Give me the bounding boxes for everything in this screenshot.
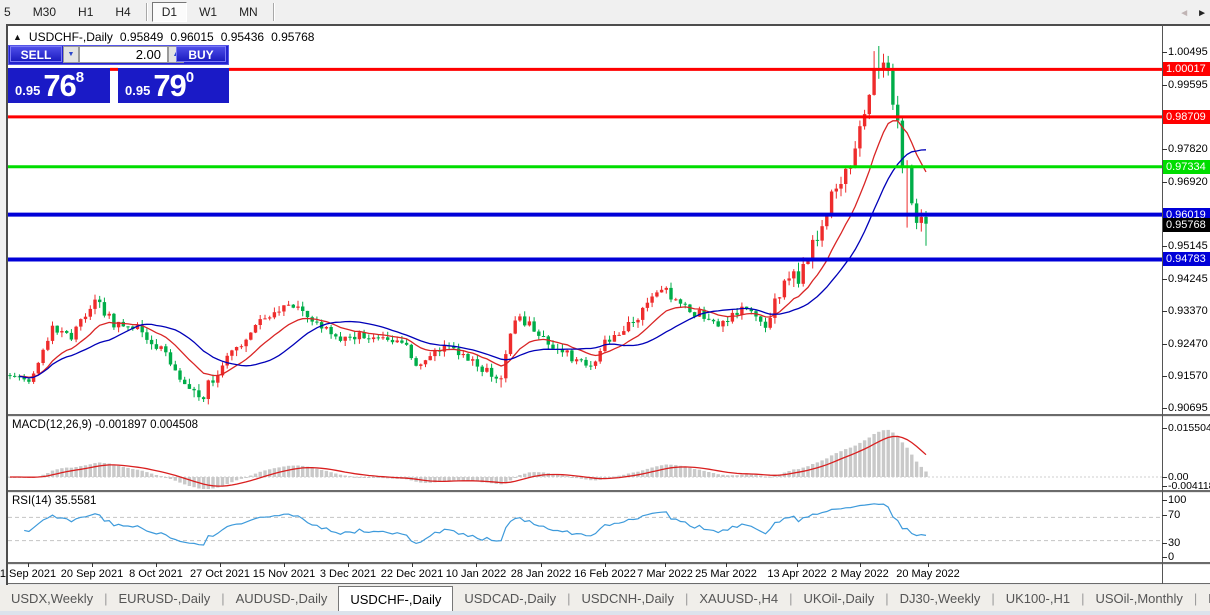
tab-separator: |	[1081, 590, 1085, 606]
tab-xauusd-h4[interactable]: XAUUSD-,H4	[699, 590, 779, 606]
tab-ukoil-daily[interactable]: UKOil-,Daily	[803, 590, 875, 606]
panel-divider[interactable]	[8, 414, 1210, 417]
tab-separator: |	[221, 590, 225, 606]
sell-button[interactable]: SELL	[10, 46, 62, 62]
timeframe-button-5[interactable]: 5	[4, 5, 11, 19]
tab-usdcad-daily[interactable]: USDCAD-,Daily	[464, 590, 557, 606]
tab-dj30-weekly[interactable]: DJ30-,Weekly	[899, 590, 981, 606]
tab-separator: |	[104, 590, 108, 606]
price-chart-canvas[interactable]	[8, 26, 1162, 414]
panel-divider[interactable]	[8, 562, 1210, 565]
tab-eurusd-daily[interactable]: EURUSD-,Daily	[118, 590, 211, 606]
timeframe-button-d1[interactable]: D1	[151, 2, 188, 22]
panel-divider[interactable]	[8, 490, 1210, 493]
tab-scroll-right-icon[interactable]: ►	[1197, 7, 1207, 19]
tab-separator: |	[567, 590, 571, 606]
tab-usdchf-daily[interactable]: USDCHF-,Daily	[338, 586, 454, 611]
buy-price-sup: 0	[185, 69, 195, 86]
buy-price-main: 0.95	[125, 83, 151, 98]
volume-decrease-icon[interactable]: ▼	[63, 46, 79, 63]
tab-uk100-h1[interactable]: UK100-,H1	[1005, 590, 1071, 606]
chart-title: USDCHF-,Daily	[28, 30, 113, 44]
ohlc-open: 0.95849	[119, 30, 164, 44]
tab-separator: |	[789, 590, 793, 606]
sell-price-main: 0.95	[15, 83, 41, 98]
date-axis-divider	[8, 583, 1210, 585]
tab-scroll-arrows: ◄ ►	[1179, 0, 1207, 26]
ohlc-high: 0.96015	[170, 30, 214, 44]
one-click-trade-panel: SELL ▼ 2.00 ▲ BUY 0.95 76 8 0.95 79 0	[8, 45, 229, 103]
toolbar-separator	[272, 3, 274, 21]
sell-price-big: 76	[43, 68, 76, 103]
ohlc-close: 0.95768	[271, 30, 315, 44]
sell-price-sup: 8	[75, 69, 85, 86]
tab-usdcnh-daily[interactable]: USDCNH-,Daily	[581, 590, 674, 606]
tab-separator: |	[1193, 590, 1198, 606]
ohlc-low: 0.95436	[220, 30, 265, 44]
timeframe-button-h1[interactable]: H1	[78, 5, 94, 19]
tab-separator: |	[885, 590, 889, 606]
window-bottom-edge	[0, 611, 1210, 615]
collapse-panel-icon[interactable]: ▲	[13, 32, 22, 42]
timeframe-button-mn[interactable]: MN	[239, 5, 258, 19]
timeframe-button-w1[interactable]: W1	[199, 5, 218, 19]
tab-scroll-left-icon[interactable]: ◄	[1179, 7, 1190, 19]
macd-canvas[interactable]	[8, 415, 1162, 490]
timeframe-button-m30[interactable]: M30	[32, 5, 57, 19]
buy-price-big: 79	[153, 68, 186, 103]
buy-button[interactable]: BUY	[176, 46, 226, 62]
timeframe-button-h4[interactable]: H4	[115, 5, 131, 19]
tab-usdx-weekly[interactable]: USDX,Weekly	[11, 590, 94, 606]
volume-input[interactable]: 2.00	[79, 46, 168, 63]
macd-label: MACD(12,26,9) -0.001897 0.004508	[12, 419, 199, 431]
tab-usoil-monthly[interactable]: USOil-,Monthly	[1095, 590, 1183, 606]
buy-price-button[interactable]: 0.95 79 0	[118, 66, 229, 103]
chart-header: ▲ USDCHF-,Daily 0.95849 0.96015 0.95436 …	[13, 30, 314, 44]
chart-tab-bar: USDX,Weekly | EURUSD-,Daily | AUDUSD-,Daily U…	[0, 585, 1210, 611]
price-axis-divider	[1162, 24, 1163, 584]
tab-audusd-daily[interactable]: AUDUSD-,Daily	[235, 590, 328, 606]
timeframe-toolbar: 5 M30 H1 H4 D1 W1 MN	[0, 0, 1210, 24]
tab-separator: |	[991, 590, 995, 606]
sell-price-button[interactable]: 0.95 76 8	[8, 66, 110, 103]
tab-separator: |	[684, 590, 689, 606]
rsi-canvas[interactable]	[8, 491, 1162, 562]
tab-hk50[interactable]: HK50-,	[1197, 585, 1210, 611]
toolbar-separator	[145, 3, 147, 21]
rsi-label: RSI(14) 35.5581	[12, 495, 97, 507]
